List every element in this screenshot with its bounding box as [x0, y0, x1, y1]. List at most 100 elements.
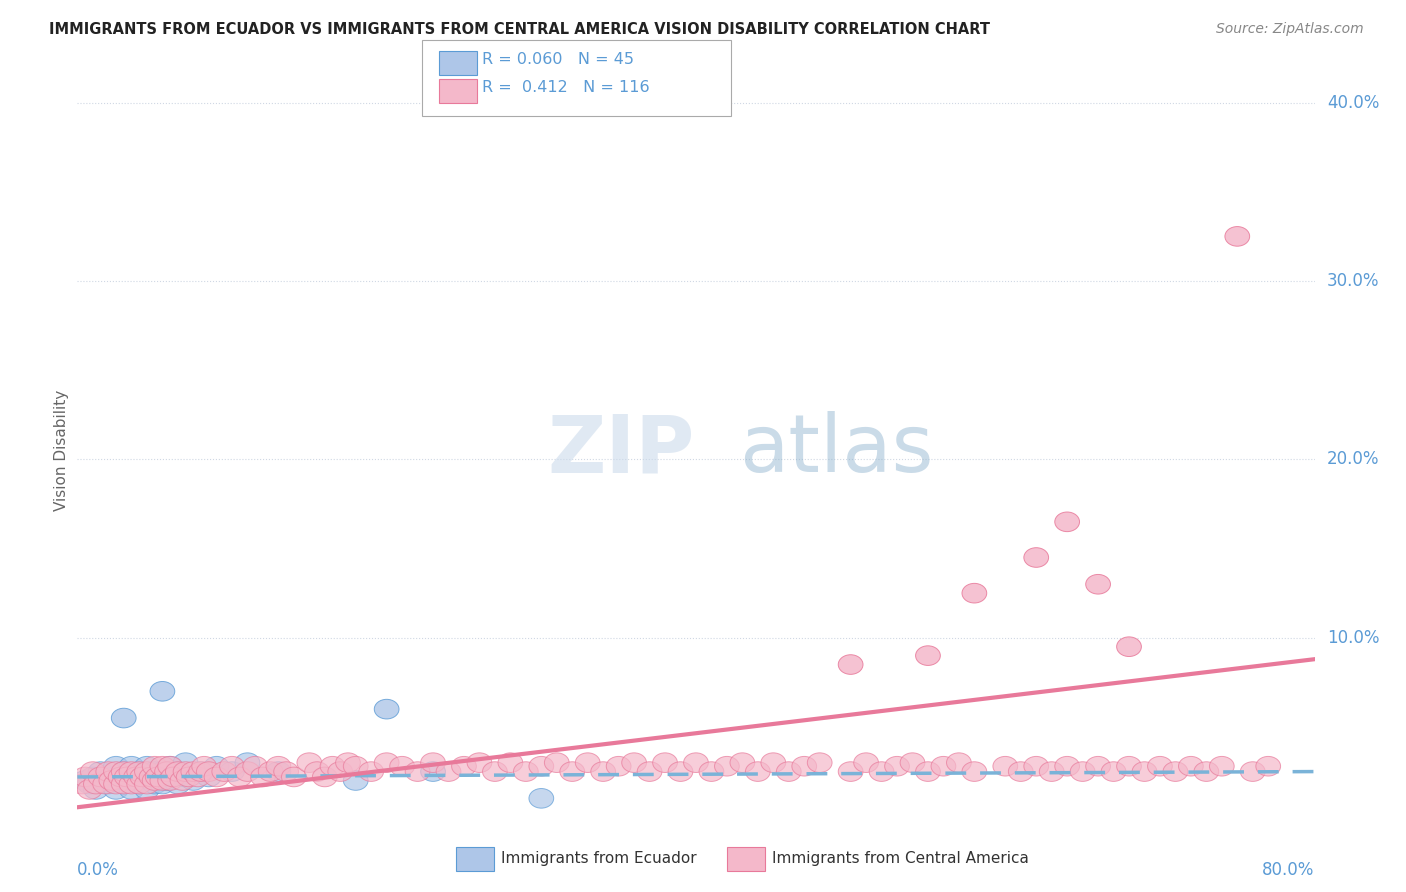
Ellipse shape [1147, 756, 1173, 776]
Ellipse shape [683, 753, 709, 772]
Ellipse shape [186, 767, 211, 787]
Text: ZIP: ZIP [547, 411, 695, 490]
Ellipse shape [111, 762, 136, 781]
Ellipse shape [111, 774, 136, 794]
Ellipse shape [321, 756, 344, 776]
Ellipse shape [219, 756, 245, 776]
Text: R =  0.412   N = 116: R = 0.412 N = 116 [482, 80, 650, 95]
Ellipse shape [575, 753, 600, 772]
Ellipse shape [1178, 756, 1204, 776]
Ellipse shape [150, 774, 174, 794]
Ellipse shape [139, 767, 165, 787]
Ellipse shape [204, 767, 229, 787]
Ellipse shape [150, 762, 174, 781]
Ellipse shape [637, 762, 662, 781]
Ellipse shape [127, 774, 152, 794]
Ellipse shape [120, 762, 143, 781]
Ellipse shape [166, 774, 190, 794]
Ellipse shape [374, 699, 399, 719]
Ellipse shape [170, 771, 195, 790]
Ellipse shape [374, 753, 399, 772]
Text: R = 0.060   N = 45: R = 0.060 N = 45 [482, 52, 634, 67]
Ellipse shape [1070, 762, 1095, 781]
Ellipse shape [1132, 762, 1157, 781]
Ellipse shape [93, 771, 118, 790]
Ellipse shape [96, 774, 121, 794]
Ellipse shape [328, 762, 353, 781]
Ellipse shape [1240, 762, 1265, 781]
Ellipse shape [621, 753, 647, 772]
Ellipse shape [235, 762, 260, 781]
Ellipse shape [962, 583, 987, 603]
Text: 10.0%: 10.0% [1327, 629, 1379, 647]
Ellipse shape [157, 771, 183, 790]
Ellipse shape [93, 774, 118, 794]
Ellipse shape [228, 767, 252, 787]
Ellipse shape [145, 767, 170, 787]
Ellipse shape [80, 767, 105, 787]
Ellipse shape [436, 762, 461, 781]
Ellipse shape [1024, 756, 1049, 776]
Ellipse shape [1225, 227, 1250, 246]
Ellipse shape [142, 756, 167, 776]
Ellipse shape [108, 767, 134, 787]
Ellipse shape [173, 767, 198, 787]
Ellipse shape [467, 753, 492, 772]
Ellipse shape [1039, 762, 1064, 781]
Ellipse shape [150, 756, 174, 776]
Ellipse shape [1194, 762, 1219, 781]
Ellipse shape [560, 762, 585, 781]
Ellipse shape [77, 780, 103, 799]
Ellipse shape [915, 762, 941, 781]
Ellipse shape [1024, 548, 1049, 567]
Ellipse shape [142, 771, 167, 790]
Ellipse shape [807, 753, 832, 772]
Ellipse shape [96, 762, 121, 781]
Ellipse shape [1054, 512, 1080, 532]
Ellipse shape [157, 756, 183, 776]
Ellipse shape [714, 756, 740, 776]
Text: 30.0%: 30.0% [1327, 272, 1379, 290]
Ellipse shape [993, 756, 1018, 776]
Ellipse shape [544, 753, 569, 772]
Ellipse shape [1209, 756, 1234, 776]
Ellipse shape [792, 756, 817, 776]
Ellipse shape [181, 771, 205, 790]
Ellipse shape [73, 771, 97, 790]
Ellipse shape [142, 762, 167, 781]
Ellipse shape [212, 762, 236, 781]
Ellipse shape [761, 753, 786, 772]
Y-axis label: Vision Disability: Vision Disability [53, 390, 69, 511]
Ellipse shape [869, 762, 894, 781]
Ellipse shape [513, 762, 538, 781]
Ellipse shape [281, 767, 307, 787]
Ellipse shape [243, 756, 267, 776]
Ellipse shape [120, 780, 143, 799]
Ellipse shape [606, 756, 631, 776]
Ellipse shape [127, 774, 152, 794]
Ellipse shape [219, 762, 245, 781]
Ellipse shape [1085, 574, 1111, 594]
Ellipse shape [135, 780, 159, 799]
Ellipse shape [482, 762, 508, 781]
Ellipse shape [1256, 756, 1281, 776]
Ellipse shape [135, 756, 159, 776]
Ellipse shape [188, 762, 214, 781]
Text: Immigrants from Central America: Immigrants from Central America [772, 851, 1029, 865]
Ellipse shape [900, 753, 925, 772]
Ellipse shape [98, 771, 124, 790]
Ellipse shape [591, 762, 616, 781]
Ellipse shape [176, 767, 201, 787]
Ellipse shape [155, 762, 180, 781]
Ellipse shape [104, 780, 128, 799]
Ellipse shape [111, 762, 136, 781]
Ellipse shape [157, 756, 183, 776]
Ellipse shape [668, 762, 693, 781]
Text: 0.0%: 0.0% [77, 861, 120, 879]
Text: 80.0%: 80.0% [1263, 861, 1315, 879]
Ellipse shape [89, 767, 112, 787]
Ellipse shape [129, 767, 155, 787]
Ellipse shape [124, 771, 149, 790]
Ellipse shape [127, 762, 152, 781]
Ellipse shape [145, 767, 170, 787]
